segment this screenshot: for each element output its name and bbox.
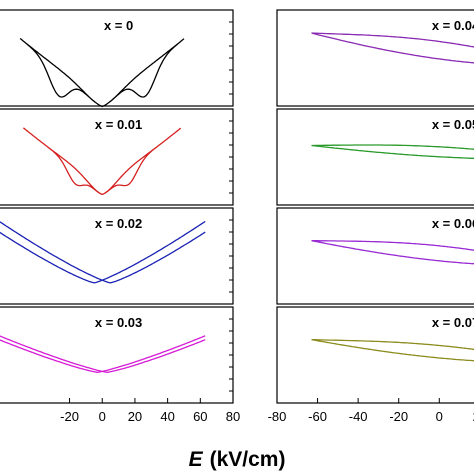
panel-frame xyxy=(276,9,474,107)
chart-panel: x = 0 xyxy=(0,9,234,108)
x-axis-symbol: E xyxy=(189,448,204,471)
series-curve xyxy=(0,335,206,373)
x-tick-label: 0 xyxy=(99,409,106,424)
series-curve xyxy=(311,338,474,362)
x-tick-label: 40 xyxy=(160,409,174,424)
series-label: x = 0.04 xyxy=(432,18,474,33)
chart-column: x = 0.04 x = 0.05 x = 0.06 x = 0.07 -80 -60 -4… xyxy=(268,9,474,424)
chart-column: x = 0 x = 0.01 x = 0.02 x = 0.03 -20 0 20 40 60 8… xyxy=(0,9,240,424)
chart-panel: x = 0.07 xyxy=(276,306,474,404)
panel-frame xyxy=(276,306,474,404)
x-tick-label: -60 xyxy=(308,409,327,424)
x-tick-label: 60 xyxy=(193,409,207,424)
x-axis-unit: (kV/cm) xyxy=(210,448,286,471)
x-tick-label: -40 xyxy=(349,409,368,424)
series-label: x = 0.03 xyxy=(95,315,142,330)
series-label: x = 0.02 xyxy=(95,216,142,231)
x-axis-title: E (kV/cm) xyxy=(189,448,286,471)
x-tick-label: -20 xyxy=(389,409,408,424)
chart-panel: x = 0.02 xyxy=(0,207,234,305)
panel-frame xyxy=(276,108,474,206)
series-label: x = 0.07 xyxy=(432,315,474,330)
chart-panel: x = 0.01 xyxy=(0,108,234,206)
series-label: x = 0.06 xyxy=(432,216,474,231)
series-curve xyxy=(311,32,474,64)
x-tick-label: 20 xyxy=(473,409,474,424)
chart-panel: x = 0.03 xyxy=(0,306,234,404)
series-curve xyxy=(0,220,206,284)
x-tick-label: 20 xyxy=(128,409,142,424)
chart-panel: x = 0.04 xyxy=(276,9,474,107)
series-curve xyxy=(23,127,182,196)
series-label: x = 0 xyxy=(104,18,133,33)
x-tick-label: -20 xyxy=(60,409,79,424)
panel-frame xyxy=(276,207,474,305)
series-curve xyxy=(311,144,474,159)
x-tick-label: 0 xyxy=(436,409,443,424)
chart-panel: x = 0.06 xyxy=(276,207,474,305)
x-tick-label: -80 xyxy=(268,409,287,424)
series-label: x = 0.05 xyxy=(432,117,474,132)
x-tick-label: 80 xyxy=(226,409,240,424)
chart-panel: x = 0.05 xyxy=(276,108,474,206)
series-curve xyxy=(19,38,185,108)
series-curve xyxy=(311,239,474,265)
series-label: x = 0.01 xyxy=(95,117,142,132)
